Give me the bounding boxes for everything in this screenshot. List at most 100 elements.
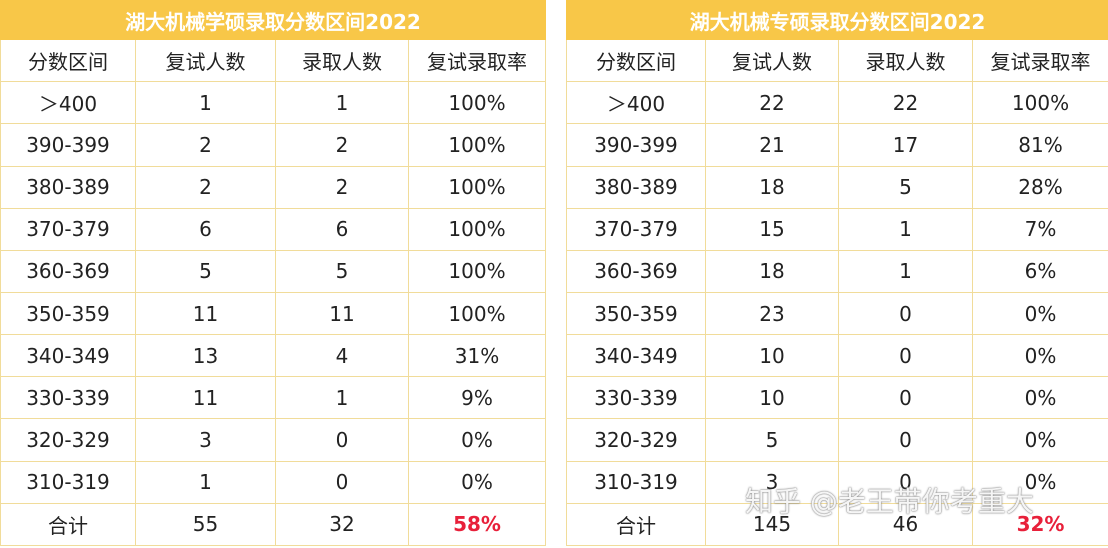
cell: 360-369 xyxy=(566,249,706,293)
data-row: 380-389 2 2 100% xyxy=(0,165,547,209)
title-row: 湖大机械学硕录取分数区间2022 xyxy=(0,0,547,41)
cell: 0% xyxy=(971,334,1108,378)
cell: 11 xyxy=(135,376,276,420)
header-row: 分数区间 复试人数 录取人数 复试录取率 xyxy=(566,39,1108,83)
data-row: 330-339 10 0 0% xyxy=(566,376,1108,420)
header-cell: 分数区间 xyxy=(566,39,706,83)
cell: 0 xyxy=(275,460,409,504)
cell: 380-389 xyxy=(566,165,706,209)
total-cell: 58% xyxy=(407,502,547,547)
cell: 350-359 xyxy=(0,291,136,336)
data-row: 350-359 11 11 100% xyxy=(0,291,547,336)
cell: 2 xyxy=(135,123,276,167)
total-row: 合计 55 32 58% xyxy=(0,502,547,547)
cell: 6% xyxy=(971,249,1108,293)
cell: 0% xyxy=(971,418,1108,462)
table-title: 湖大机械专硕录取分数区间2022 xyxy=(565,0,1108,41)
total-cell: 145 xyxy=(705,502,839,547)
cell: 310-319 xyxy=(566,460,706,504)
data-row: ＞400 22 22 100% xyxy=(566,81,1108,125)
cell: 3 xyxy=(135,418,276,462)
cell: 370-379 xyxy=(566,207,706,251)
cell: ＞400 xyxy=(0,81,136,125)
data-row: 340-349 13 4 31% xyxy=(0,334,547,378)
cell: 31% xyxy=(407,334,547,378)
cell: 7% xyxy=(971,207,1108,251)
cell: 100% xyxy=(971,81,1108,125)
cell: 9% xyxy=(407,376,547,420)
cell: 320-329 xyxy=(0,418,136,462)
cell: 10 xyxy=(705,376,839,420)
cell: 4 xyxy=(275,334,409,378)
score-table: 湖大机械学硕录取分数区间2022 分数区间 复试人数 录取人数 复试录取率 ＞400 1 1 1… xyxy=(0,0,547,547)
cell: 0% xyxy=(971,376,1108,420)
header-cell: 复试人数 xyxy=(135,39,276,83)
cell: 100% xyxy=(407,165,547,209)
cell: 100% xyxy=(407,81,547,125)
cell: 1 xyxy=(275,81,409,125)
cell: 1 xyxy=(275,376,409,420)
cell: 5 xyxy=(135,249,276,293)
header-cell: 复试人数 xyxy=(705,39,839,83)
cell: 17 xyxy=(838,123,973,167)
cell: 320-329 xyxy=(566,418,706,462)
cell: 23 xyxy=(705,291,839,336)
total-cell: 合计 xyxy=(566,502,706,547)
data-row: 320-329 5 0 0% xyxy=(566,418,1108,462)
cell: 350-359 xyxy=(566,291,706,336)
cell: 0% xyxy=(407,418,547,462)
cell: 0 xyxy=(838,418,973,462)
cell: 390-399 xyxy=(0,123,136,167)
cell: 340-349 xyxy=(0,334,136,378)
total-cell: 46 xyxy=(838,502,973,547)
cell: 6 xyxy=(135,207,276,251)
total-cell: 32 xyxy=(275,502,409,547)
data-row: 370-379 15 1 7% xyxy=(566,207,1108,251)
total-cell: 55 xyxy=(135,502,276,547)
cell: 15 xyxy=(705,207,839,251)
cell: 11 xyxy=(275,291,409,336)
cell: 1 xyxy=(838,249,973,293)
cell: 5 xyxy=(705,418,839,462)
header-cell: 录取人数 xyxy=(838,39,973,83)
cell: 13 xyxy=(135,334,276,378)
cell: 10 xyxy=(705,334,839,378)
cell: 18 xyxy=(705,165,839,209)
cell: ＞400 xyxy=(566,81,706,125)
cell: 21 xyxy=(705,123,839,167)
header-cell: 复试录取率 xyxy=(971,39,1108,83)
cell: 330-339 xyxy=(0,376,136,420)
header-row: 分数区间 复试人数 录取人数 复试录取率 xyxy=(0,39,547,83)
data-row: 310-319 1 0 0% xyxy=(0,460,547,504)
header-cell: 复试录取率 xyxy=(407,39,547,83)
cell: 310-319 xyxy=(0,460,136,504)
data-row: 370-379 6 6 100% xyxy=(0,207,547,251)
cell: 380-389 xyxy=(0,165,136,209)
header-cell: 分数区间 xyxy=(0,39,136,83)
cell: 100% xyxy=(407,123,547,167)
data-row: 390-399 21 17 81% xyxy=(566,123,1108,167)
cell: 22 xyxy=(838,81,973,125)
data-row: 310-319 3 0 0% xyxy=(566,460,1108,504)
cell: 5 xyxy=(275,249,409,293)
data-row: 380-389 18 5 28% xyxy=(566,165,1108,209)
cell: 0% xyxy=(407,460,547,504)
cell: 5 xyxy=(838,165,973,209)
cell: 370-379 xyxy=(0,207,136,251)
cell: 0 xyxy=(275,418,409,462)
cell: 1 xyxy=(838,207,973,251)
cell: 340-349 xyxy=(566,334,706,378)
cell: 100% xyxy=(407,291,547,336)
total-row: 合计 145 46 32% xyxy=(566,502,1108,547)
cell: 11 xyxy=(135,291,276,336)
score-table: 湖大机械专硕录取分数区间2022 分数区间 复试人数 录取人数 复试录取率 ＞400 22 2… xyxy=(565,0,1108,547)
cell: 22 xyxy=(705,81,839,125)
data-row: 320-329 3 0 0% xyxy=(0,418,547,462)
table-title: 湖大机械学硕录取分数区间2022 xyxy=(0,0,547,41)
cell: 100% xyxy=(407,249,547,293)
cell: 1 xyxy=(135,460,276,504)
title-row: 湖大机械专硕录取分数区间2022 xyxy=(565,0,1108,41)
data-row: 390-399 2 2 100% xyxy=(0,123,547,167)
cell: 0 xyxy=(838,291,973,336)
